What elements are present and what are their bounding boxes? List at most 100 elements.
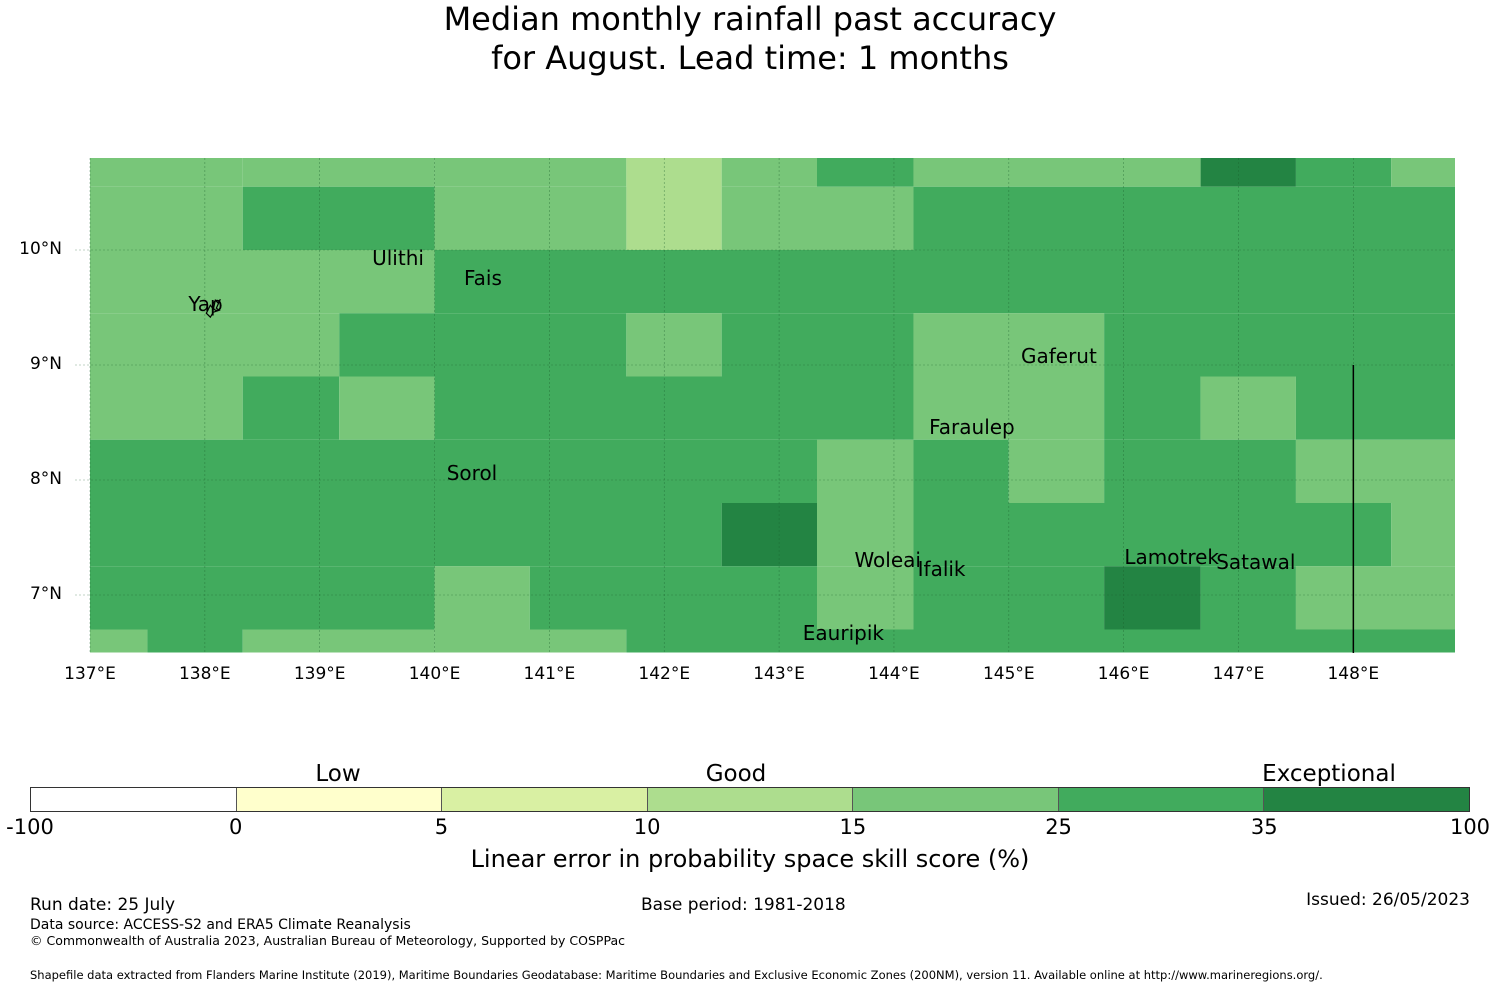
place-label: Satawal <box>1216 549 1296 574</box>
skill-cell <box>1391 158 1455 187</box>
place-label: Fais <box>463 265 502 290</box>
skill-cell <box>1200 566 1296 630</box>
skill-cell <box>721 186 914 250</box>
skill-cell <box>434 250 1455 314</box>
place-label: Gaferut <box>1020 343 1097 368</box>
place-label: Ulithi <box>372 246 424 271</box>
title-line-2: for August. Lead time: 1 months <box>491 39 1009 77</box>
colorbar-segment <box>1058 788 1265 811</box>
run-date: Run date: 25 July <box>30 895 176 915</box>
skill-cell <box>90 376 243 440</box>
skill-cell <box>242 186 435 250</box>
skill-cell <box>1200 376 1296 440</box>
lon-tick-label: 143°E <box>753 664 805 684</box>
colorbar-segment <box>31 788 237 811</box>
skill-cell <box>434 629 627 653</box>
issued-date: Issued: 26/05/2023 <box>1306 890 1470 910</box>
place-label: Yap <box>188 292 223 317</box>
place-label: Eauripik <box>802 621 884 646</box>
skill-cell <box>90 439 818 503</box>
skill-cell <box>1295 566 1455 630</box>
skill-cell <box>90 503 722 567</box>
skill-cell <box>434 186 627 250</box>
colorbar-tick-label: 10 <box>633 815 661 839</box>
colorbar-tick-label: -100 <box>6 815 54 839</box>
skill-cell <box>913 186 1455 250</box>
skill-cell <box>1104 313 1455 377</box>
skill-cell <box>913 439 1009 503</box>
colorbar-tick-label: 0 <box>229 815 243 839</box>
skill-cell <box>1008 439 1105 503</box>
skill-cell <box>434 566 530 630</box>
skill-cell <box>817 566 914 630</box>
skill-cell <box>913 503 1392 567</box>
colorbar-tick-label: 35 <box>1250 815 1278 839</box>
colorbar-label: Linear error in probability space skill … <box>470 845 1030 873</box>
skill-cell <box>913 158 1201 187</box>
skill-cell <box>529 566 818 630</box>
colorbar <box>30 787 1470 812</box>
lon-tick-label: 139°E <box>293 664 346 684</box>
skill-cell <box>90 566 435 630</box>
skill-cell <box>817 503 914 567</box>
skill-cell <box>817 158 914 187</box>
skill-cell <box>1200 158 1296 187</box>
skill-cell <box>339 376 435 440</box>
skill-cell <box>1295 439 1455 503</box>
lon-tick-label: 138°E <box>178 664 231 684</box>
place-label: Faraulep <box>929 415 1015 440</box>
skill-cell <box>1391 503 1455 567</box>
skill-cell <box>434 376 914 440</box>
skill-cell <box>242 376 340 440</box>
skill-cell <box>1295 376 1455 440</box>
skill-cell <box>147 629 243 653</box>
skill-cell <box>626 313 722 377</box>
place-label: Ifalik <box>917 556 966 581</box>
skill-cell <box>721 158 818 187</box>
skill-cell <box>242 158 435 187</box>
skill-cell <box>1104 566 1201 630</box>
colorbar-tick-label: 100 <box>1449 815 1491 839</box>
lon-tick-label: 141°E <box>523 664 576 684</box>
skill-cell <box>721 503 818 567</box>
skill-cell <box>90 313 340 377</box>
colorbar-segment <box>1264 788 1470 811</box>
skill-cell <box>90 158 243 187</box>
base-period: Base period: 1981-2018 <box>641 895 846 915</box>
lon-tick-label: 145°E <box>982 664 1035 684</box>
lon-tick-label: 144°E <box>868 664 920 684</box>
lon-tick-label: 142°E <box>638 664 691 684</box>
skill-cell <box>817 439 914 503</box>
shapefile-credit: Shapefile data extracted from Flanders M… <box>30 968 1323 982</box>
title-line-1: Median monthly rainfall past accuracy <box>443 0 1057 38</box>
place-label: Sorol <box>446 461 498 486</box>
skill-map <box>75 158 1455 653</box>
skill-cell <box>626 158 722 250</box>
lon-tick-label: 137°E <box>64 664 116 684</box>
colorbar-tick-label: 15 <box>839 815 867 839</box>
skill-cell <box>242 629 435 653</box>
skill-cell <box>1104 376 1201 440</box>
yap-island-shape <box>205 298 221 319</box>
lat-tick-label: 8°N <box>29 469 62 489</box>
colorbar-segment <box>236 788 443 811</box>
place-label: Lamotrek <box>1124 545 1219 570</box>
skill-cell <box>1295 158 1392 187</box>
lon-tick-label: 148°E <box>1327 664 1380 684</box>
colorbar-tick-label: 25 <box>1045 815 1072 839</box>
skill-cell <box>90 186 243 250</box>
colorbar-segment <box>442 788 648 811</box>
copyright: © Commonwealth of Australia 2023, Austra… <box>30 933 625 948</box>
skill-cell <box>339 313 627 377</box>
skill-cell <box>434 158 627 187</box>
page-title: Median monthly rainfall past accuracy fo… <box>0 0 1500 78</box>
lon-tick-label: 146°E <box>1097 664 1150 684</box>
colorbar-segment <box>853 788 1059 811</box>
lon-tick-label: 147°E <box>1212 664 1265 684</box>
legend-word-good: Good <box>705 761 767 787</box>
skill-cell <box>626 629 1455 653</box>
lon-tick-label: 140°E <box>408 664 461 684</box>
skill-cell <box>90 629 148 653</box>
lat-tick-label: 10°N <box>19 239 62 259</box>
skill-cell <box>1104 439 1296 503</box>
